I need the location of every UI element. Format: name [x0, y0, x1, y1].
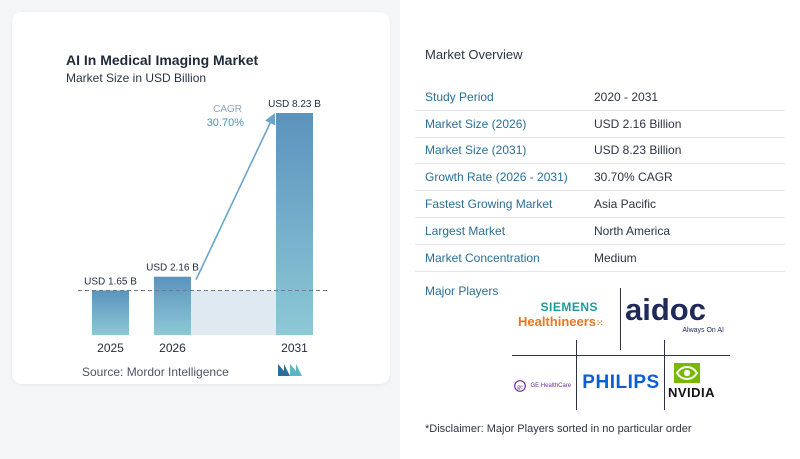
table-row: Largest Market North America: [415, 218, 785, 245]
row-key: Largest Market: [425, 223, 506, 238]
row-value: USD 2.16 Billion: [594, 116, 682, 131]
bar-chart: USD 1.65 B USD 2.16 B USD 8.23 B 2025 2026 20…: [78, 99, 330, 355]
major-players-label: Major Players: [425, 284, 499, 298]
row-value: 30.70% CAGR: [594, 170, 673, 185]
row-value: USD 8.23 Billion: [594, 143, 682, 158]
value-label: USD 2.16 B: [146, 263, 199, 274]
philips-logo: PHILIPS: [578, 372, 664, 394]
ge-healthcare-logo: ge GE HealthCare: [514, 377, 574, 395]
disclaimer: *Disclaimer: Major Players sorted in no …: [425, 423, 692, 435]
row-key: Study Period: [425, 89, 494, 104]
x-tick-label: 2025: [97, 341, 124, 355]
aidoc-tagline: Always On AI: [682, 327, 724, 334]
player-divider: [620, 288, 621, 350]
siemens-text: SIEMENS: [540, 300, 598, 314]
bar-2025: [92, 290, 129, 335]
chart-title: AI In Medical Imaging Market: [66, 52, 259, 68]
x-tick-label: 2031: [281, 341, 308, 355]
row-value: 2020 - 2031: [594, 89, 659, 104]
source-label: Source: Mordor Intelligence: [82, 365, 229, 379]
nvidia-text: NVIDIA: [668, 385, 716, 400]
table-row: Growth Rate (2026 - 2031) 30.70% CAGR: [415, 164, 785, 192]
row-key: Market Size (2031): [425, 143, 527, 158]
nvidia-eye-icon: [674, 363, 700, 383]
row-key: Fastest Growing Market: [425, 197, 553, 212]
nvidia-logo: NVIDIA: [668, 363, 724, 400]
table-row: Study Period 2020 - 2031: [415, 84, 785, 111]
aidoc-logo: aidoc Always On AI: [625, 292, 730, 335]
philips-text: PHILIPS: [582, 372, 660, 393]
chart-subtitle: Market Size in USD Billion: [66, 71, 207, 85]
growth-band: [191, 290, 276, 335]
mordor-logo-icon: [278, 364, 302, 376]
row-key: Market Size (2026): [425, 116, 527, 131]
value-label: USD 1.65 B: [84, 276, 137, 287]
table-row: Fastest Growing Market Asia Pacific: [415, 191, 785, 218]
row-key: Growth Rate (2026 - 2031): [425, 170, 568, 185]
ge-monogram-icon: ge: [514, 379, 526, 392]
healthineers-text: Healthineers: [518, 314, 597, 329]
table-row: Market Size (2031) USD 8.23 Billion: [415, 138, 785, 165]
svg-text:ge: ge: [517, 384, 523, 390]
table-row: Market Concentration Medium: [415, 245, 785, 272]
cagr-label: CAGR: [213, 104, 242, 115]
cagr-value: 30.70%: [207, 117, 245, 129]
row-key: Market Concentration: [425, 250, 540, 265]
table-row: Market Size (2026) USD 2.16 Billion: [415, 111, 785, 138]
value-label: USD 8.23 B: [268, 99, 321, 110]
player-divider: [664, 340, 665, 410]
player-divider: [576, 340, 577, 410]
x-tick-label: 2026: [159, 341, 186, 355]
overview-title: Market Overview: [425, 47, 523, 62]
row-value: Medium: [594, 250, 637, 265]
overview-panel: [400, 0, 800, 459]
player-divider: [512, 355, 730, 356]
siemens-healthineers-logo: SIEMENS Healthineers⁙: [518, 300, 618, 329]
cagr-arrow: [195, 112, 276, 281]
bar-2031: [276, 113, 313, 335]
dots-icon: ⁙: [596, 318, 604, 328]
row-value: North America: [594, 223, 671, 238]
overview-table: Study Period 2020 - 2031 Market Size (20…: [415, 84, 785, 272]
ge-text: GE HealthCare: [530, 382, 572, 389]
aidoc-text: aidoc: [625, 292, 706, 327]
row-value: Asia Pacific: [594, 197, 657, 212]
bar-2026: [154, 276, 191, 335]
